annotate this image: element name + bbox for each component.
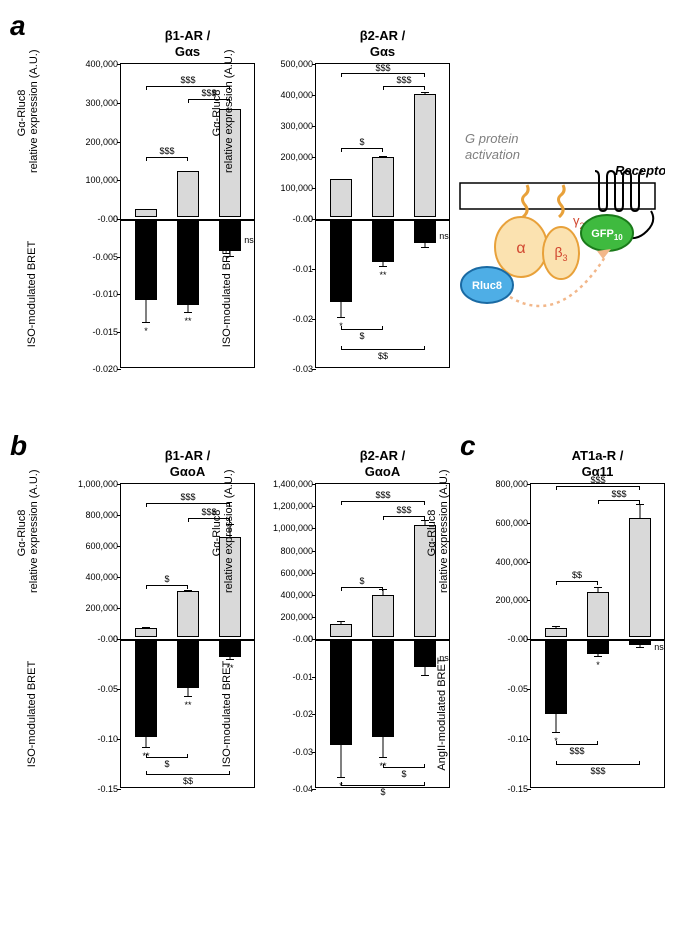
panel-label-b: b [10, 430, 27, 462]
bar-upper [177, 171, 199, 217]
panel-label-c: c [460, 430, 476, 462]
chart-b1: β1-AR /GαoAGα-Rluc8relative expression (… [70, 448, 265, 788]
svg-text:Rluc8: Rluc8 [472, 280, 502, 292]
bar-lower [135, 219, 157, 300]
chart-a1: β1-AR /GαsGα-Rluc8relative expression (A… [70, 28, 265, 368]
bar-lower [177, 219, 199, 305]
g-protein-diagram: G protein activation Receptor α β3 γ2 GF… [455, 125, 665, 325]
svg-text:G protein: G protein [465, 131, 518, 146]
bar-lower [330, 219, 352, 302]
bar-lower [629, 639, 651, 645]
chart-a2: β2-AR /GαsGα-Rluc8relative expression (A… [265, 28, 460, 368]
bar-lower [372, 639, 394, 737]
bar-upper [545, 628, 567, 638]
bar-lower [414, 219, 436, 243]
bar-lower [372, 219, 394, 262]
bar-lower [414, 639, 436, 667]
bar-upper [330, 624, 352, 637]
bar-lower [330, 639, 352, 745]
bar-upper [629, 518, 651, 637]
bar-upper [135, 628, 157, 637]
chart-box: 0200,000400,000600,000800,000-0.00-0.05-… [530, 483, 665, 788]
bar-lower [177, 639, 199, 688]
svg-text:activation: activation [465, 147, 520, 162]
bar-lower [135, 639, 157, 737]
bar-upper [330, 179, 352, 217]
chart-box: 0100,000200,000300,000400,000500,000-0.0… [315, 63, 450, 368]
chart-title: β2-AR /Gαs [315, 28, 450, 59]
bar-lower [545, 639, 567, 714]
figure-root: a β1-AR /GαsGα-Rluc8relative expression (… [10, 10, 665, 920]
bar-upper [587, 592, 609, 638]
bar-upper [177, 591, 199, 638]
bar-upper [135, 209, 157, 217]
bar-upper [372, 157, 394, 217]
bar-upper [372, 595, 394, 638]
panel-label-a: a [10, 10, 26, 42]
chart-c1: AT1a-R /Gα11Gα-Rluc8relative expression … [480, 448, 675, 788]
bar-lower [587, 639, 609, 654]
svg-text:α: α [516, 240, 525, 257]
bar-upper [414, 94, 436, 217]
